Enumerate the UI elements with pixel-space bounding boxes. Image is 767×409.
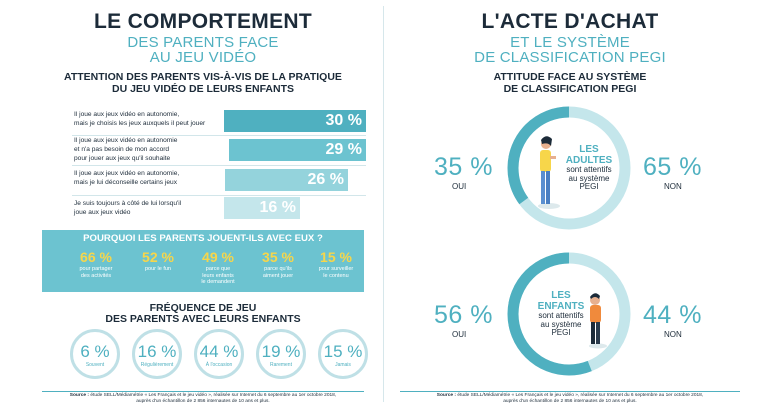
- column-divider: [383, 6, 384, 402]
- children-oui-label: OUI: [452, 330, 467, 339]
- adults-oui-pct: 35 %: [434, 153, 493, 181]
- left-source: Source : étude SELL/Médiamétrie « Les Fr…: [69, 393, 337, 404]
- attention-row: Il joue aux jeux vidéo en autonomie, mai…: [72, 106, 366, 136]
- frequency-pct: 16 %: [137, 342, 177, 361]
- why-item: 66 % pour partager des activités: [64, 249, 128, 279]
- why-pct: 35 %: [262, 249, 294, 265]
- row-separator: [72, 135, 366, 136]
- attention-row: Il joue aux jeux vidéo en autonomie, mai…: [72, 166, 366, 196]
- adults-non-pct: 65 %: [643, 153, 702, 181]
- attitude-title-2: DE CLASSIFICATION PEGI: [503, 83, 637, 95]
- right-source: Source : étude SELL/Médiamétrie « Les Fr…: [436, 393, 704, 404]
- why-title: POURQUOI LES PARENTS JOUENT-ILS AVEC EUX…: [83, 233, 323, 244]
- why-pct: 66 %: [80, 249, 112, 265]
- row-separator: [72, 195, 366, 196]
- adults-non-label: NON: [664, 182, 682, 191]
- frequency-label: À l'occasion: [205, 362, 233, 368]
- why-text: parce qu'ils aiment jouer: [262, 266, 294, 279]
- frequency-label: Souvent: [85, 362, 105, 368]
- children-caption: LES ENFANTS sont attentifs au système PE…: [537, 290, 585, 337]
- why-item: 35 % parce qu'ils aiment jouer: [246, 249, 310, 279]
- frequency-label: Jamais: [335, 362, 351, 368]
- frequency-pct: 19 %: [261, 342, 301, 361]
- why-text: parce que leurs enfants le demandent: [201, 266, 235, 285]
- children-ring-oui: [507, 252, 631, 376]
- attention-title-2: DU JEU VIDÉO DE LEURS ENFANTS: [111, 83, 295, 95]
- children-oui-pct: 56 %: [434, 301, 493, 329]
- attention-bar: 29 %: [229, 139, 366, 161]
- why-text: pour le fun: [145, 266, 171, 272]
- right-title: L'ACTE D'ACHAT: [481, 10, 659, 33]
- attention-bar: 16 %: [224, 197, 300, 219]
- attention-bar-value: 16 %: [259, 199, 296, 216]
- adults-caption: LES ADULTES sont attentifs au système PE…: [565, 144, 613, 191]
- adults-ring-oui: [507, 106, 631, 230]
- frequency-circle: 16 % Régulièrement: [132, 329, 182, 379]
- frequency-label: Rarement: [270, 362, 292, 368]
- frequency-circle: 44 % À l'occasion: [194, 329, 244, 379]
- left-subtitle-1: DES PARENTS FACE: [127, 34, 279, 51]
- attention-row: Il joue aux jeux vidéo en autonomie et n…: [72, 136, 366, 166]
- why-pct: 52 %: [142, 249, 174, 265]
- why-pct: 49 %: [202, 249, 234, 265]
- left-title: LE COMPORTEMENT: [94, 10, 312, 33]
- attention-label: Je suis toujours à côté de lui lorsqu'il…: [74, 200, 182, 216]
- attention-bar-value: 26 %: [307, 171, 344, 188]
- left-subtitle-2: AU JEU VIDÉO: [149, 49, 257, 66]
- frequency-circle: 15 % Jamais: [318, 329, 368, 379]
- attention-label: Il joue aux jeux vidéo en autonomie, mai…: [74, 111, 206, 127]
- frequency-pct: 44 %: [199, 342, 239, 361]
- attention-row: Je suis toujours à côté de lui lorsqu'il…: [72, 196, 366, 222]
- row-separator: [72, 165, 366, 166]
- why-item: 49 % parce que leurs enfants le demandent: [186, 249, 250, 286]
- attention-bar: 30 %: [224, 110, 366, 132]
- why-pct: 15 %: [320, 249, 352, 265]
- why-item: 15 % pour surveiller le contenu: [304, 249, 368, 279]
- attention-title-1: ATTENTION DES PARENTS VIS-À-VIS DE LA PR…: [64, 71, 342, 83]
- frequency-title-2: DES PARENTS AVEC LEURS ENFANTS: [105, 313, 301, 325]
- right-source-rule: [400, 391, 740, 392]
- children-non-pct: 44 %: [643, 301, 702, 329]
- frequency-label: Régulièrement: [140, 362, 174, 368]
- left-source-rule: [42, 391, 364, 392]
- attention-bar-value: 30 %: [325, 112, 362, 129]
- why-text: pour partager des activités: [79, 266, 113, 279]
- attention-label: Il joue aux jeux vidéo en autonomie, mai…: [74, 170, 180, 186]
- adults-oui-label: OUI: [452, 182, 467, 191]
- attitude-title-1: ATTITUDE FACE AU SYSTÈME: [493, 71, 647, 83]
- adult-figure-illustration: [538, 136, 560, 209]
- children-non-label: NON: [664, 330, 682, 339]
- attention-label: Il joue aux jeux vidéo en autonomie et n…: [74, 137, 178, 162]
- frequency-pct: 15 %: [323, 342, 363, 361]
- why-item: 52 % pour le fun: [126, 249, 190, 273]
- frequency-circle: 6 % Souvent: [70, 329, 120, 379]
- frequency-circle: 19 % Rarement: [256, 329, 306, 379]
- right-subtitle-1: ET LE SYSTÈME: [510, 34, 630, 51]
- child-figure-illustration: [589, 293, 607, 349]
- children-ring: [507, 252, 631, 376]
- attention-bar-value: 29 %: [325, 141, 362, 158]
- adults-ring: [507, 106, 631, 230]
- frequency-title-1: FRÉQUENCE DE JEU: [149, 302, 257, 314]
- right-subtitle-2: DE CLASSIFICATION PEGI: [474, 49, 666, 66]
- why-text: pour surveiller le contenu: [318, 266, 354, 279]
- why-band: [42, 230, 364, 292]
- attention-chart: Il joue aux jeux vidéo en autonomie, mai…: [72, 106, 366, 222]
- attention-bar: 26 %: [225, 169, 348, 191]
- frequency-pct: 6 %: [80, 342, 110, 361]
